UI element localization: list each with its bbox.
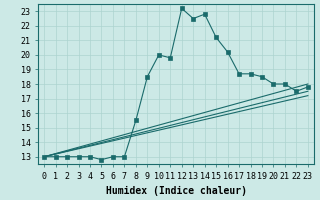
X-axis label: Humidex (Indice chaleur): Humidex (Indice chaleur) — [106, 186, 246, 196]
